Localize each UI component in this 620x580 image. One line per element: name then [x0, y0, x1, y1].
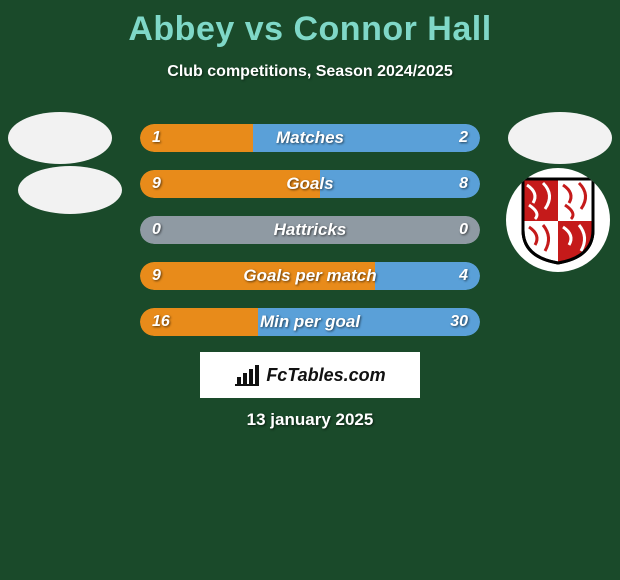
- comparison-bars: Matches12Goals98Hattricks00Goals per mat…: [140, 124, 480, 354]
- stat-value-right: 4: [459, 262, 468, 290]
- stat-value-left: 1: [152, 124, 161, 152]
- bars-icon: [234, 364, 260, 386]
- stat-value-left: 9: [152, 170, 161, 198]
- stat-row: Matches1 2: [140, 124, 480, 152]
- player1-club-logo: [18, 166, 122, 214]
- stat-value-right: 2: [459, 124, 468, 152]
- stat-row: Goals9 8: [140, 170, 480, 198]
- stat-label: Goals per match: [140, 262, 480, 290]
- stat-value-left: 9: [152, 262, 161, 290]
- stat-row: Goals per match9 4: [140, 262, 480, 290]
- stat-value-left: 0: [152, 216, 161, 244]
- stat-label: Min per goal: [140, 308, 480, 336]
- player2-club-crest: [506, 168, 610, 272]
- stat-label: Hattricks: [140, 216, 480, 244]
- player2-avatar: [508, 112, 612, 164]
- subtitle: Club competitions, Season 2024/2025: [0, 63, 620, 81]
- stat-value-right: 0: [459, 216, 468, 244]
- player1-avatar: [8, 112, 112, 164]
- stat-value-right: 8: [459, 170, 468, 198]
- brand-text: FcTables.com: [266, 365, 385, 386]
- stat-value-left: 16: [152, 308, 170, 336]
- stat-row: Min per goal16 30: [140, 308, 480, 336]
- stat-row: Hattricks0 0: [140, 216, 480, 244]
- date-label: 13 january 2025: [0, 410, 620, 430]
- brand-badge: FcTables.com: [200, 352, 420, 398]
- page-title: Abbey vs Connor Hall: [0, 0, 620, 49]
- shield-icon: [519, 175, 597, 265]
- stat-label: Matches: [140, 124, 480, 152]
- stat-value-right: 30: [450, 308, 468, 336]
- stat-label: Goals: [140, 170, 480, 198]
